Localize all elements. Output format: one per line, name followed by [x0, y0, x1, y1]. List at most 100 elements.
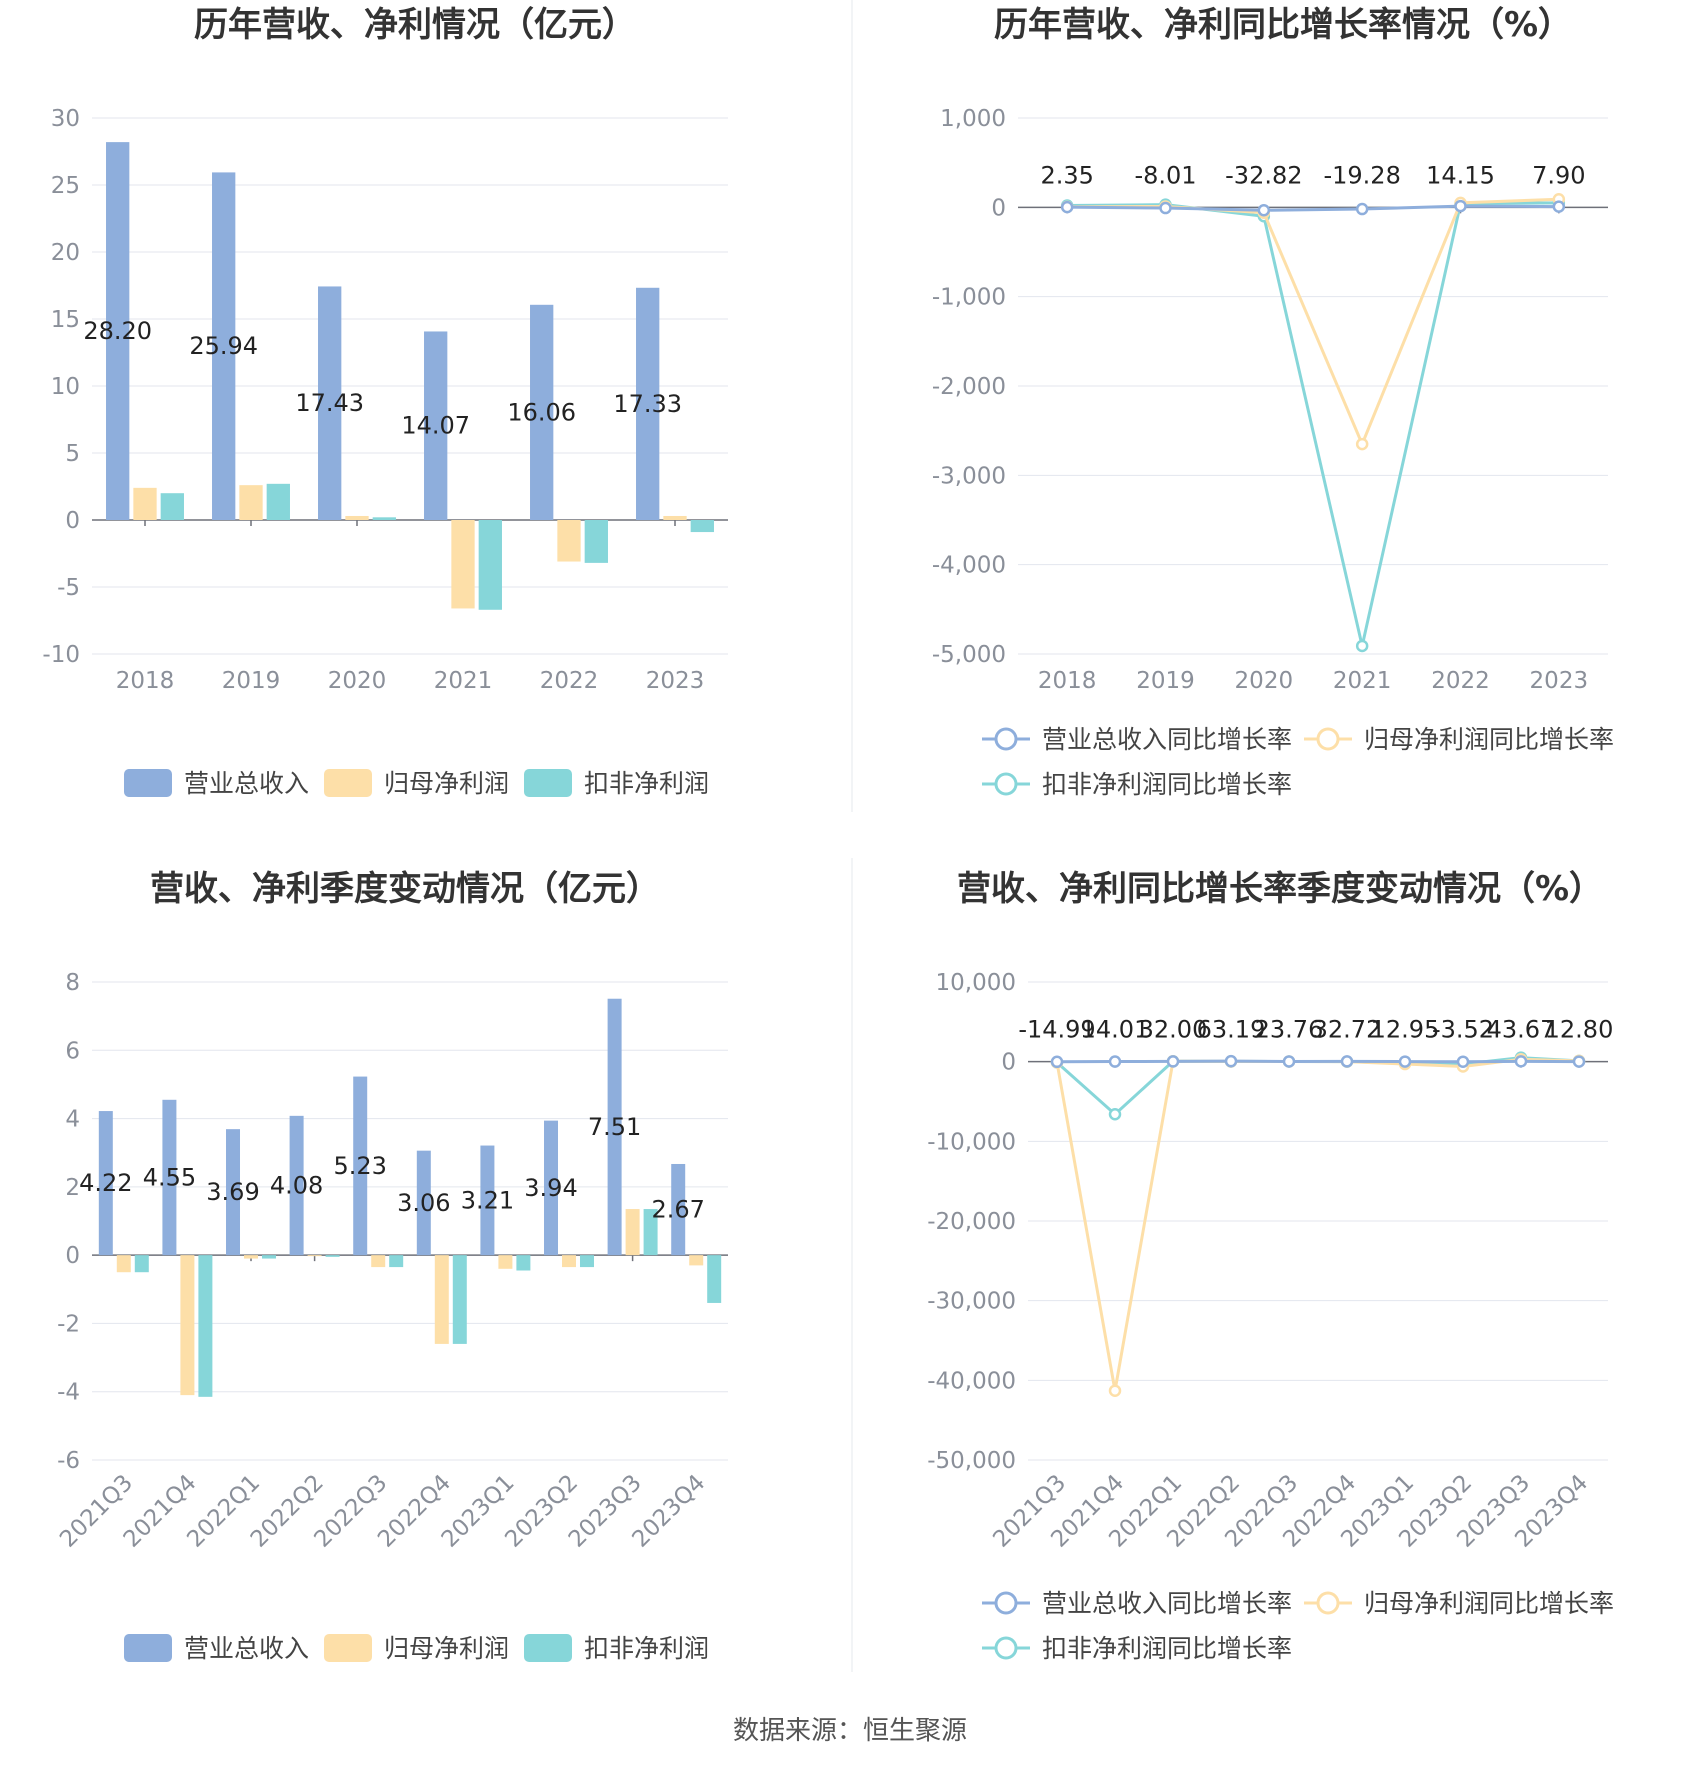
bar-data-label: 3.69 [206, 1178, 259, 1206]
bar-3 [160, 493, 184, 520]
line-data-label: 63.19 [1197, 1016, 1266, 1044]
series-point-1 [1552, 200, 1566, 213]
legend-marker [1316, 727, 1340, 751]
y-tick-label: -20,000 [927, 1209, 1016, 1235]
legend-label: 归母净利润同比增长率 [1364, 1589, 1614, 1618]
y-tick-label: -40,000 [927, 1368, 1016, 1394]
y-tick-label: 25 [51, 173, 80, 199]
series-point-1 [1454, 199, 1467, 213]
line-data-label: 23.76 [1255, 1016, 1324, 1044]
series-point-1 [1159, 201, 1172, 215]
x-tick-label: 2023 [646, 668, 705, 694]
bar-2 [625, 1209, 640, 1256]
y-tick-label: -6 [57, 1448, 80, 1474]
bar-1 [162, 1099, 177, 1256]
bar-2 [371, 1255, 386, 1268]
y-tick-label: 15 [51, 307, 80, 333]
legend-label: 扣非净利润 [584, 769, 709, 798]
chart-title: 历年营收、净利情况（亿元） [194, 5, 636, 45]
legend-swatch [124, 1634, 172, 1662]
bar-2 [307, 1255, 322, 1257]
bar-3 [198, 1255, 213, 1397]
line-data-label: 14.15 [1426, 161, 1495, 189]
bar-2 [244, 1255, 258, 1259]
bar-1 [318, 286, 342, 520]
line-data-label: 43.67 [1487, 1016, 1556, 1044]
y-tick-label: 1,000 [940, 106, 1006, 132]
legend-swatch [524, 769, 572, 797]
bar-1 [424, 331, 448, 520]
bar-3 [516, 1255, 531, 1271]
series-point-1 [1340, 1055, 1354, 1068]
series-point-1 [1355, 202, 1369, 216]
legend-label: 归母净利润 [384, 769, 509, 798]
chart-title: 营收、净利同比增长率季度变动情况（%） [957, 869, 1603, 909]
series-point-1 [1108, 1055, 1122, 1068]
series-point-1 [1060, 200, 1074, 214]
bar-2 [498, 1255, 513, 1269]
line-data-label: 12.95 [1371, 1016, 1440, 1044]
legend-label: 扣非净利润 [584, 1634, 709, 1663]
series-point-2 [1355, 437, 1369, 451]
series-point-1 [1456, 1055, 1470, 1068]
series-point-3 [1108, 1107, 1122, 1121]
series-point-1 [1166, 1055, 1180, 1068]
y-tick-label: 0 [65, 508, 80, 534]
chart-title: 营收、净利季度变动情况（亿元） [150, 869, 660, 909]
bar-2 [562, 1255, 576, 1268]
legend-label: 扣非净利润同比增长率 [1042, 770, 1292, 799]
legend-label: 营业总收入同比增长率 [1042, 725, 1292, 754]
bar-data-label: 4.55 [143, 1163, 196, 1191]
line-data-label: -32.82 [1225, 161, 1302, 189]
bar-3 [478, 520, 502, 610]
bar-data-label: 14.07 [401, 412, 470, 440]
y-tick-label: 0 [991, 195, 1006, 221]
series-point-1 [1050, 1055, 1064, 1069]
bar-1 [212, 172, 236, 521]
bar-3 [643, 1209, 658, 1256]
bar-data-label: 3.94 [524, 1174, 577, 1202]
bar-1 [226, 1129, 241, 1256]
bar-3 [325, 1255, 340, 1257]
legend-swatch [324, 1634, 372, 1662]
bar-data-label: 16.06 [507, 398, 576, 426]
y-tick-label: -3,000 [932, 463, 1006, 489]
y-tick-label: 30 [51, 106, 80, 132]
series-point-1 [1224, 1054, 1238, 1068]
bar-2 [133, 487, 157, 520]
y-tick-label: -1,000 [932, 285, 1006, 311]
chart-panel-1: 历年营收、净利情况（亿元） -10 -5 0 5 10 15 20 25 30 2018 2019 20… [42, 5, 728, 798]
legend-marker [1316, 1591, 1340, 1615]
line-data-label: 2.35 [1040, 161, 1093, 189]
y-tick-label: -10,000 [927, 1129, 1016, 1155]
bar-3 [452, 1255, 467, 1344]
legend-swatch [524, 1634, 572, 1662]
bar-1 [607, 998, 622, 1256]
bar-data-label: 17.33 [613, 390, 682, 418]
bar-1 [530, 304, 554, 520]
y-tick-label: 0 [1001, 1050, 1016, 1076]
line-data-label: -8.01 [1134, 161, 1196, 189]
y-tick-label: -4 [57, 1380, 80, 1406]
bar-3 [261, 1255, 276, 1259]
x-tick-label: 2021 [434, 668, 493, 694]
legend-label: 归母净利润同比增长率 [1364, 725, 1614, 754]
series-line-1 [1067, 204, 1559, 212]
x-tick-label: 2019 [222, 668, 281, 694]
line-data-label: 12.80 [1545, 1016, 1614, 1044]
bar-2 [557, 520, 581, 562]
series-line-2 [1067, 197, 1559, 448]
bar-2 [180, 1255, 195, 1396]
bar-data-label: 3.06 [397, 1189, 450, 1217]
bar-1 [636, 287, 660, 520]
bar-data-label: 3.21 [461, 1186, 514, 1214]
bar-1 [98, 1111, 113, 1256]
bar-2 [689, 1255, 704, 1266]
bar-2 [116, 1255, 131, 1273]
data-source-prefix: 数据来源： [732, 1716, 863, 1746]
legend-marker [994, 727, 1018, 751]
y-tick-label: 5 [65, 441, 80, 467]
line-data-label: 14.01 [1081, 1016, 1150, 1044]
bar-data-label: 4.22 [79, 1169, 132, 1197]
